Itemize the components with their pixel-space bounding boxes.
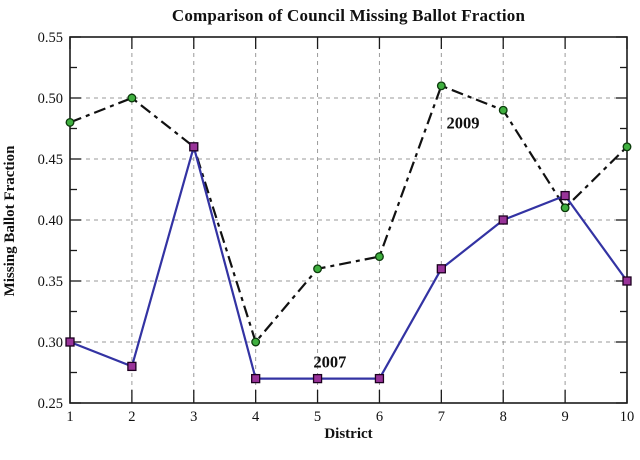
y-tick-label: 0.30	[38, 335, 63, 351]
data-point-2007	[127, 361, 137, 372]
y-tick-label: 0.55	[38, 30, 63, 46]
tick-labels: 0.25 0.30 0.35 0.40 0.45 0.50 0.55 1 2 3 4 5 6 7 8 9 10	[38, 30, 635, 425]
data-point-2009	[374, 252, 384, 262]
data-point-2009	[65, 117, 75, 127]
y-tick-label: 0.40	[38, 213, 63, 229]
x-tick-label: 4	[252, 409, 260, 425]
gridlines	[70, 37, 627, 403]
data-point-2009	[560, 203, 570, 213]
series-label-2009: 2009	[446, 113, 479, 132]
data-point-2007	[189, 142, 199, 152]
series-2009-markers	[65, 81, 632, 347]
data-point-2009	[313, 264, 323, 274]
series-label-2007: 2007	[313, 353, 346, 372]
x-tick-label: 5	[314, 409, 321, 425]
y-tick-label: 0.25	[38, 396, 63, 412]
x-tick-label: 3	[190, 409, 197, 425]
x-tick-label: 6	[376, 409, 383, 425]
y-tick-label: 0.50	[38, 91, 63, 107]
series-2007-line	[69, 145, 628, 380]
x-tick-label: 8	[500, 409, 507, 425]
data-point-2009	[251, 337, 261, 347]
data-point-2009	[127, 93, 137, 103]
x-tick-label: 9	[561, 409, 568, 425]
data-point-2009	[498, 105, 508, 115]
x-tick-label: 1	[66, 409, 73, 425]
x-axis-label: District	[324, 426, 373, 442]
x-tick-label: 7	[438, 409, 445, 425]
data-point-2007	[251, 373, 261, 384]
y-tick-label: 0.45	[38, 152, 63, 168]
data-point-2009	[436, 81, 446, 91]
x-tick-label: 10	[620, 409, 635, 425]
series-2009-line	[69, 84, 628, 344]
data-point-2007	[560, 190, 570, 201]
data-point-2009	[622, 142, 632, 152]
y-tick-label: 0.35	[38, 274, 63, 290]
data-point-2007	[65, 337, 75, 347]
data-point-2007	[374, 373, 385, 384]
data-point-2007	[436, 264, 446, 274]
data-point-2007	[312, 373, 323, 384]
chart-title: Comparison of Council Missing Ballot Fra…	[171, 6, 526, 25]
data-point-2007	[498, 215, 508, 225]
x-tick-label: 2	[128, 409, 135, 425]
series-2007-markers	[65, 142, 632, 384]
data-point-2007	[622, 276, 632, 286]
axis-ticks	[69, 36, 628, 404]
